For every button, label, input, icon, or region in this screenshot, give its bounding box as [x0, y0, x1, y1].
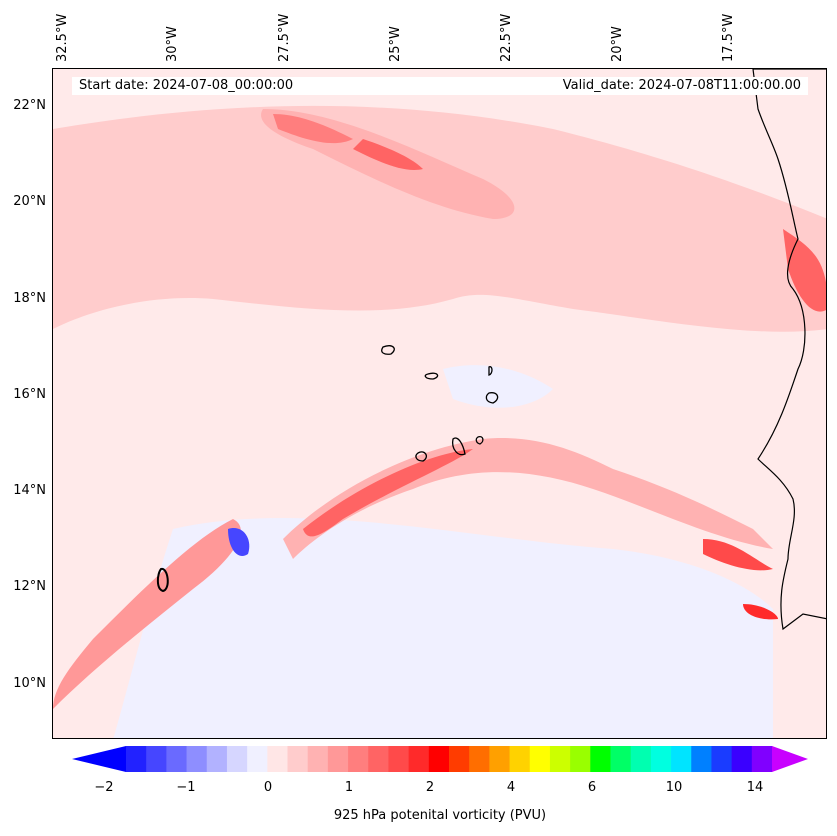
- lat-label-20N: 20°N: [13, 194, 46, 209]
- lon-label-17.5W: 17.5°W: [721, 13, 736, 62]
- colorbar-cell: [731, 746, 753, 772]
- colorbar-cell: [428, 746, 450, 772]
- lat-label-16N: 16°N: [13, 387, 46, 402]
- colorbar-cell: [449, 746, 470, 772]
- lon-label-32.5W: 32.5°W: [55, 13, 70, 62]
- colorbar-cells: [126, 746, 773, 772]
- map-panel: [52, 68, 827, 739]
- lon-label-20W: 20°W: [610, 26, 625, 62]
- africa-coastline: [752, 69, 826, 631]
- lat-label-18N: 18°N: [13, 291, 46, 306]
- cape-verde-islands: [381, 345, 499, 462]
- colorbar-tick: 10: [665, 780, 683, 795]
- start-date-label: Start date: 2024-07-08_00:00:00: [79, 78, 294, 93]
- colorbar-cell: [226, 746, 248, 772]
- colorbar-cell: [469, 746, 490, 772]
- colorbar-cell: [186, 746, 208, 772]
- colorbar-label: 925 hPa potenital vorticity (PVU): [333, 808, 547, 823]
- colorbar-right-arrow: [772, 746, 808, 772]
- colorbar-tick: 2: [425, 780, 435, 795]
- colorbar: [72, 746, 808, 772]
- colorbar-tick: −1: [176, 780, 196, 795]
- lon-label-27.5W: 27.5°W: [277, 13, 292, 62]
- low-pv-region-central: [443, 365, 553, 408]
- low-pv-region-south: [113, 518, 773, 738]
- colorbar-tick: 0: [263, 780, 273, 795]
- colorbar-cell: [206, 746, 228, 772]
- lat-label-12N: 12°N: [13, 579, 46, 594]
- colorbar-tick: 6: [587, 780, 597, 795]
- colorbar-cell: [590, 746, 611, 772]
- colorbar-cell: [267, 746, 288, 772]
- colorbar-cell: [287, 746, 309, 772]
- pv-max-north2: [353, 139, 423, 170]
- colorbar-cell: [307, 746, 329, 772]
- colorbar-left-arrow: [72, 746, 126, 772]
- date-info-box: Start date: 2024-07-08_00:00:00 Valid_da…: [72, 77, 808, 95]
- colorbar-tick: 4: [506, 780, 516, 795]
- colorbar-cell: [247, 746, 268, 772]
- pv-band-central-core: [303, 449, 473, 537]
- lat-label-10N: 10°N: [13, 676, 46, 691]
- colorbar-tick: 1: [344, 780, 354, 795]
- colorbar-cell: [489, 746, 511, 772]
- colorbar-cell: [327, 746, 349, 772]
- colorbar-cell: [529, 746, 551, 772]
- colorbar-cell: [610, 746, 632, 772]
- colorbar-cell: [126, 746, 147, 772]
- colorbar-cell: [509, 746, 531, 772]
- colorbar-cell: [630, 746, 652, 772]
- pv-max-north: [273, 114, 353, 144]
- colorbar-cell: [570, 746, 591, 772]
- lat-label-22N: 22°N: [13, 98, 46, 113]
- pv-max-southeast: [703, 539, 773, 571]
- colorbar-tick: 14: [746, 780, 764, 795]
- colorbar-cell: [671, 746, 692, 772]
- colorbar-cell: [691, 746, 712, 772]
- colorbar-cell: [146, 746, 167, 772]
- colorbar-cell: [549, 746, 571, 772]
- lon-label-22.5W: 22.5°W: [499, 13, 514, 62]
- colorbar-cell: [368, 746, 389, 772]
- colorbar-cell: [388, 746, 410, 772]
- lon-label-30W: 30°W: [165, 26, 180, 62]
- valid-date-label: Valid_date: 2024-07-08T11:00:00.00: [562, 78, 801, 93]
- pv-field: [53, 69, 826, 738]
- colorbar-cell: [751, 746, 773, 772]
- colorbar-cell: [711, 746, 733, 772]
- island-southwest: [156, 568, 169, 593]
- pv-max-southeast2: [743, 604, 778, 620]
- colorbar-tick: −2: [94, 780, 114, 795]
- colorbar-cell: [348, 746, 369, 772]
- colorbar-cell: [650, 746, 672, 772]
- colorbar-cell: [166, 746, 188, 772]
- pv-negative-blob: [228, 528, 250, 557]
- lon-label-25W: 25°W: [388, 26, 403, 62]
- colorbar-cell: [408, 746, 430, 772]
- pv-band-north: [53, 105, 826, 332]
- pv-band-southwest: [53, 519, 241, 709]
- lat-label-14N: 14°N: [13, 483, 46, 498]
